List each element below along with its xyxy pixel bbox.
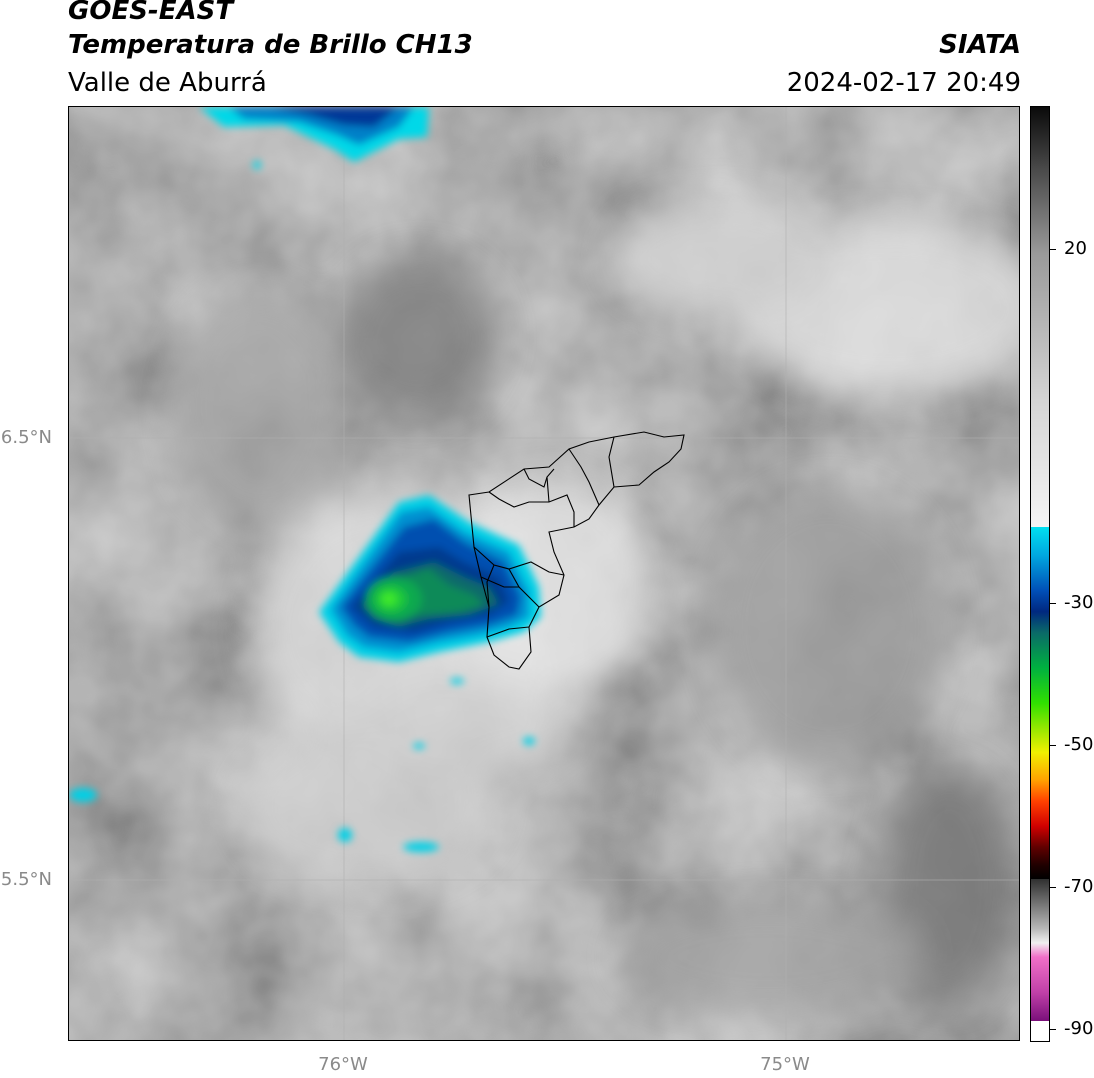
small-cold-patches: [69, 678, 535, 852]
colorbar-tick-minus70: [1050, 887, 1056, 888]
convective-cell: [319, 495, 541, 662]
colorbar-tick-20: [1050, 249, 1056, 250]
colorbar: [1030, 106, 1050, 1042]
title-satellite: GOES-EAST: [68, 0, 234, 26]
colorbar-label-minus90: -90: [1064, 1018, 1094, 1039]
colorbar-label-minus50: -50: [1064, 734, 1094, 755]
title-product: Temperatura de Brillo CH13: [68, 30, 473, 60]
colorbar-tick-minus30: [1050, 603, 1056, 604]
colorbar-label-20: 20: [1064, 238, 1087, 259]
satellite-map[interactable]: [68, 106, 1020, 1041]
lat-label-5-5: 5.5°N: [0, 869, 52, 890]
datetime-label: 2024-02-17 20:49: [786, 68, 1021, 98]
colorbar-label-minus30: -30: [1064, 592, 1094, 613]
colorbar-tick-minus50: [1050, 745, 1056, 746]
colorbar-label-minus70: -70: [1064, 876, 1094, 897]
municipal-boundaries: [468, 431, 685, 670]
graticule: [69, 107, 1019, 1040]
cold-cloud-top-north: [199, 107, 429, 169]
lat-label-6-5: 6.5°N: [0, 427, 52, 448]
source-label: SIATA: [939, 30, 1021, 60]
lon-label-75: 75°W: [760, 1054, 810, 1075]
subtitle-region: Valle de Aburrá: [68, 68, 267, 98]
lon-label-76: 76°W: [318, 1054, 368, 1075]
colorbar-tick-minus90: [1050, 1029, 1056, 1030]
